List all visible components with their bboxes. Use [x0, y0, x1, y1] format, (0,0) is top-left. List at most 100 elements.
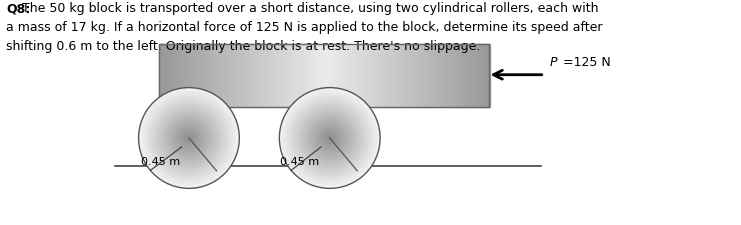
Bar: [287, 45, 292, 108]
Ellipse shape: [184, 133, 194, 143]
Ellipse shape: [157, 107, 221, 170]
Bar: [164, 45, 168, 108]
Ellipse shape: [319, 128, 340, 149]
Bar: [308, 45, 313, 108]
Ellipse shape: [279, 88, 380, 189]
Bar: [291, 45, 296, 108]
Bar: [333, 45, 337, 108]
Bar: [336, 45, 342, 108]
Ellipse shape: [316, 125, 343, 152]
Ellipse shape: [283, 92, 376, 185]
Bar: [270, 45, 276, 108]
Bar: [407, 45, 411, 108]
Bar: [233, 45, 239, 108]
Ellipse shape: [285, 93, 375, 184]
Ellipse shape: [170, 120, 207, 157]
Bar: [431, 45, 436, 108]
Ellipse shape: [156, 105, 222, 172]
Bar: [378, 45, 382, 108]
Bar: [242, 45, 247, 108]
Ellipse shape: [185, 135, 193, 142]
Text: Q8:: Q8:: [6, 2, 30, 15]
Ellipse shape: [325, 133, 335, 143]
Ellipse shape: [313, 122, 347, 155]
Bar: [176, 45, 181, 108]
Bar: [159, 45, 489, 108]
Ellipse shape: [187, 137, 190, 140]
Bar: [345, 45, 350, 108]
Bar: [296, 45, 300, 108]
Bar: [362, 45, 366, 108]
Bar: [452, 45, 456, 108]
Bar: [394, 45, 399, 108]
Bar: [415, 45, 419, 108]
Ellipse shape: [322, 130, 338, 147]
Bar: [259, 45, 263, 108]
Bar: [304, 45, 308, 108]
Ellipse shape: [167, 117, 210, 160]
Bar: [299, 45, 305, 108]
Ellipse shape: [281, 90, 379, 187]
Bar: [225, 45, 230, 108]
Ellipse shape: [179, 128, 199, 149]
Bar: [382, 45, 387, 108]
Bar: [402, 45, 408, 108]
Ellipse shape: [164, 113, 214, 163]
Ellipse shape: [169, 118, 209, 158]
Bar: [230, 45, 234, 108]
Bar: [167, 45, 173, 108]
Bar: [341, 45, 345, 108]
Ellipse shape: [306, 115, 353, 162]
Ellipse shape: [291, 100, 368, 177]
Ellipse shape: [174, 123, 204, 153]
Ellipse shape: [288, 97, 372, 180]
Bar: [373, 45, 379, 108]
Bar: [188, 45, 193, 108]
Bar: [213, 45, 218, 108]
Ellipse shape: [172, 122, 206, 155]
Bar: [328, 45, 333, 108]
Bar: [423, 45, 428, 108]
Bar: [159, 45, 165, 108]
Ellipse shape: [310, 118, 350, 158]
Bar: [390, 45, 395, 108]
Bar: [448, 45, 453, 108]
Text: =125 N: =125 N: [563, 56, 611, 69]
Bar: [419, 45, 424, 108]
Bar: [196, 45, 202, 108]
Bar: [279, 45, 284, 108]
Text: 0.45 m: 0.45 m: [280, 156, 319, 166]
Bar: [246, 45, 250, 108]
Bar: [476, 45, 482, 108]
Bar: [468, 45, 473, 108]
Bar: [312, 45, 316, 108]
Ellipse shape: [150, 100, 227, 177]
Bar: [436, 45, 440, 108]
Ellipse shape: [308, 117, 351, 160]
Bar: [411, 45, 416, 108]
Bar: [238, 45, 242, 108]
Bar: [370, 45, 374, 108]
Ellipse shape: [140, 90, 238, 187]
Ellipse shape: [152, 101, 226, 175]
Bar: [184, 45, 189, 108]
Bar: [386, 45, 391, 108]
Ellipse shape: [328, 137, 331, 140]
Ellipse shape: [142, 92, 236, 185]
Bar: [267, 45, 271, 108]
Bar: [399, 45, 403, 108]
Ellipse shape: [290, 98, 370, 178]
Ellipse shape: [176, 125, 202, 152]
Bar: [456, 45, 461, 108]
Ellipse shape: [147, 97, 231, 180]
Ellipse shape: [305, 113, 355, 163]
Ellipse shape: [298, 107, 362, 170]
Ellipse shape: [323, 132, 336, 145]
Ellipse shape: [311, 120, 348, 157]
Ellipse shape: [160, 110, 218, 167]
Bar: [353, 45, 358, 108]
Ellipse shape: [293, 101, 367, 175]
Ellipse shape: [318, 127, 342, 150]
Bar: [283, 45, 288, 108]
Bar: [316, 45, 321, 108]
